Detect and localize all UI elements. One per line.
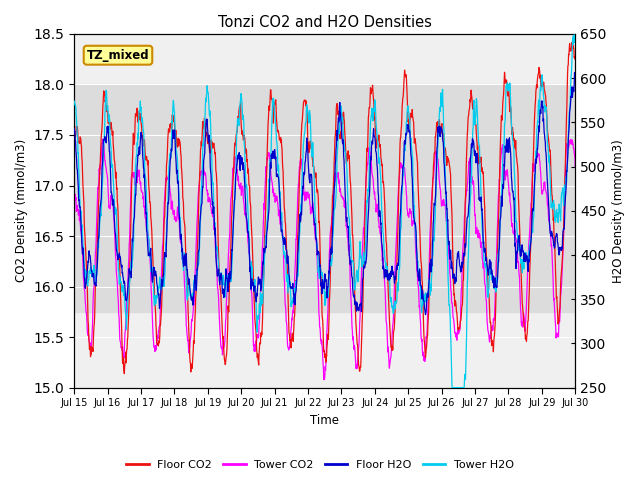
Bar: [74, 84, 575, 312]
Y-axis label: CO2 Density (mmol/m3): CO2 Density (mmol/m3): [15, 139, 28, 282]
X-axis label: Time: Time: [310, 414, 339, 427]
Y-axis label: H2O Density (mmol/m3): H2O Density (mmol/m3): [612, 139, 625, 283]
Legend: Floor CO2, Tower CO2, Floor H2O, Tower H2O: Floor CO2, Tower CO2, Floor H2O, Tower H…: [122, 456, 518, 474]
Title: Tonzi CO2 and H2O Densities: Tonzi CO2 and H2O Densities: [218, 15, 431, 30]
Text: TZ_mixed: TZ_mixed: [86, 48, 149, 62]
